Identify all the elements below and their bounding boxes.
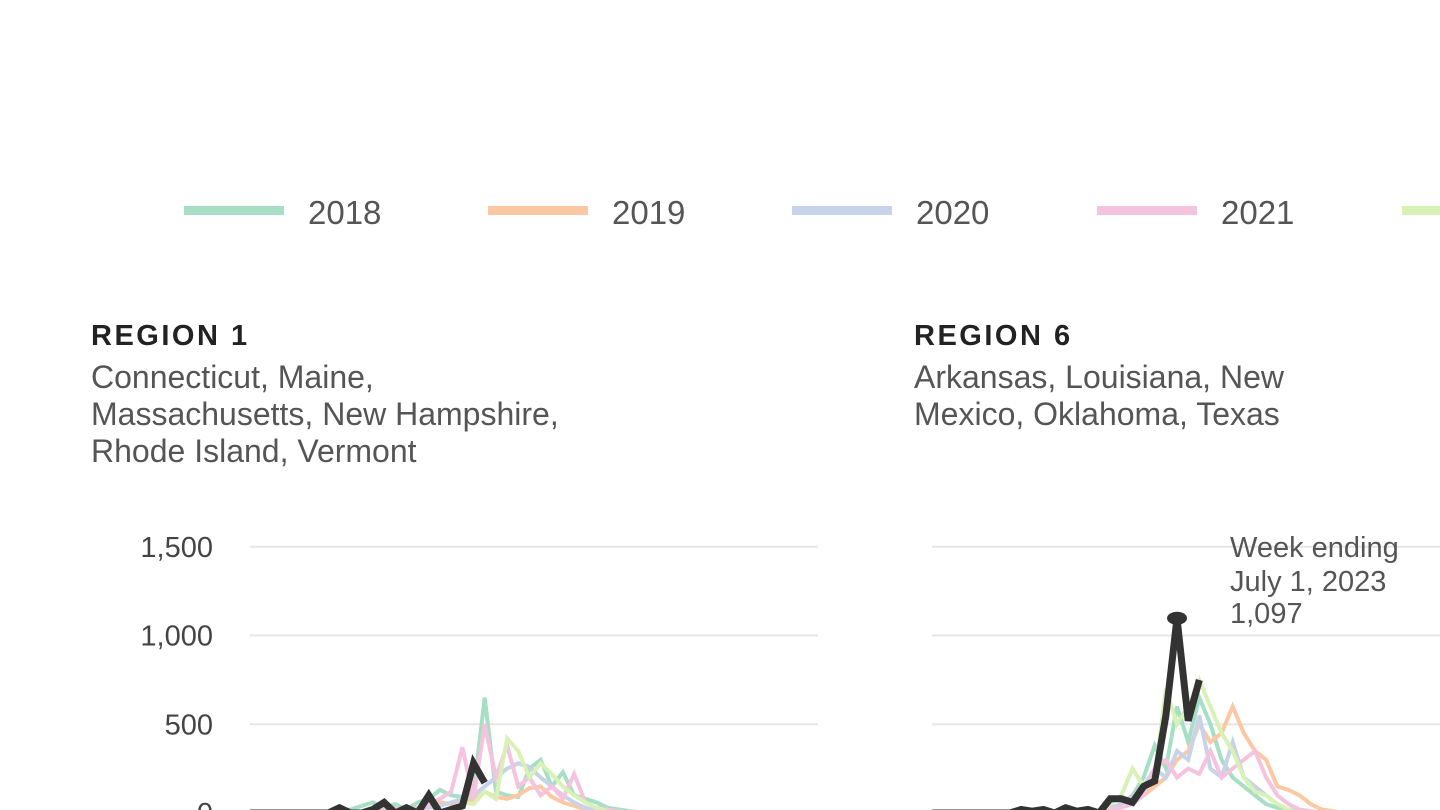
series-line-2019 (1101, 701, 1339, 810)
peak-annotation: Week ending July 1, 2023 1,097 (1230, 532, 1399, 630)
chart-legend: 2018 2019 2020 2021 (184, 196, 1440, 236)
region-states: Arkansas, Louisiana, New Mexico, Oklahom… (914, 359, 1440, 433)
y-tick-label: 500 (165, 709, 213, 741)
series-line-2018 (334, 697, 641, 810)
legend-swatch (1402, 206, 1440, 215)
region-states-line: Mexico, Oklahoma, Texas (914, 396, 1280, 432)
annotation-value: 1,097 (1230, 598, 1303, 630)
region-1-header: REGION 1 Connecticut, Maine, Massachuset… (91, 320, 559, 470)
legend-label: 2021 (1221, 196, 1295, 231)
y-tick-label: 1,500 (140, 532, 213, 564)
legend-swatch (1097, 206, 1197, 215)
region-6-chart (932, 545, 1440, 810)
series-line-2020 (1100, 714, 1297, 810)
region-states-line: Massachusetts, New Hampshire, (91, 396, 559, 432)
region-states-line: Connecticut, Maine, (91, 359, 374, 395)
legend-swatch (792, 206, 892, 215)
region-title: REGION 1 (91, 320, 250, 352)
region-states-line: Rhode Island, Vermont (91, 433, 417, 469)
legend-label: 2019 (612, 196, 686, 231)
legend-swatch (488, 206, 588, 215)
region-title: REGION 6 (914, 320, 1073, 352)
series-line- (451, 734, 613, 810)
region-states-line: Arkansas, Louisiana, New (914, 359, 1284, 395)
series-line-2021 (385, 723, 624, 810)
annotation-line: Week ending (1230, 532, 1399, 564)
legend-swatch (184, 206, 284, 215)
y-tick-label: 1,000 (140, 621, 213, 653)
series-line- (1099, 674, 1297, 810)
region-1-chart: 0 500 1,000 1,500 (140, 532, 818, 810)
y-tick-label: 0 (197, 798, 213, 810)
legend-label: 2020 (916, 196, 990, 231)
region-6-header: REGION 6 Arkansas, Louisiana, New Mexico… (914, 320, 1440, 433)
series-line-current (932, 617, 1203, 810)
peak-marker (1167, 611, 1188, 625)
region-states: Connecticut, Maine, Massachusetts, New H… (91, 359, 559, 470)
legend-label: 2018 (308, 196, 382, 231)
series-line-2018 (1110, 691, 1305, 810)
annotation-line: July 1, 2023 (1230, 566, 1386, 598)
series-line-2021 (1101, 746, 1316, 810)
